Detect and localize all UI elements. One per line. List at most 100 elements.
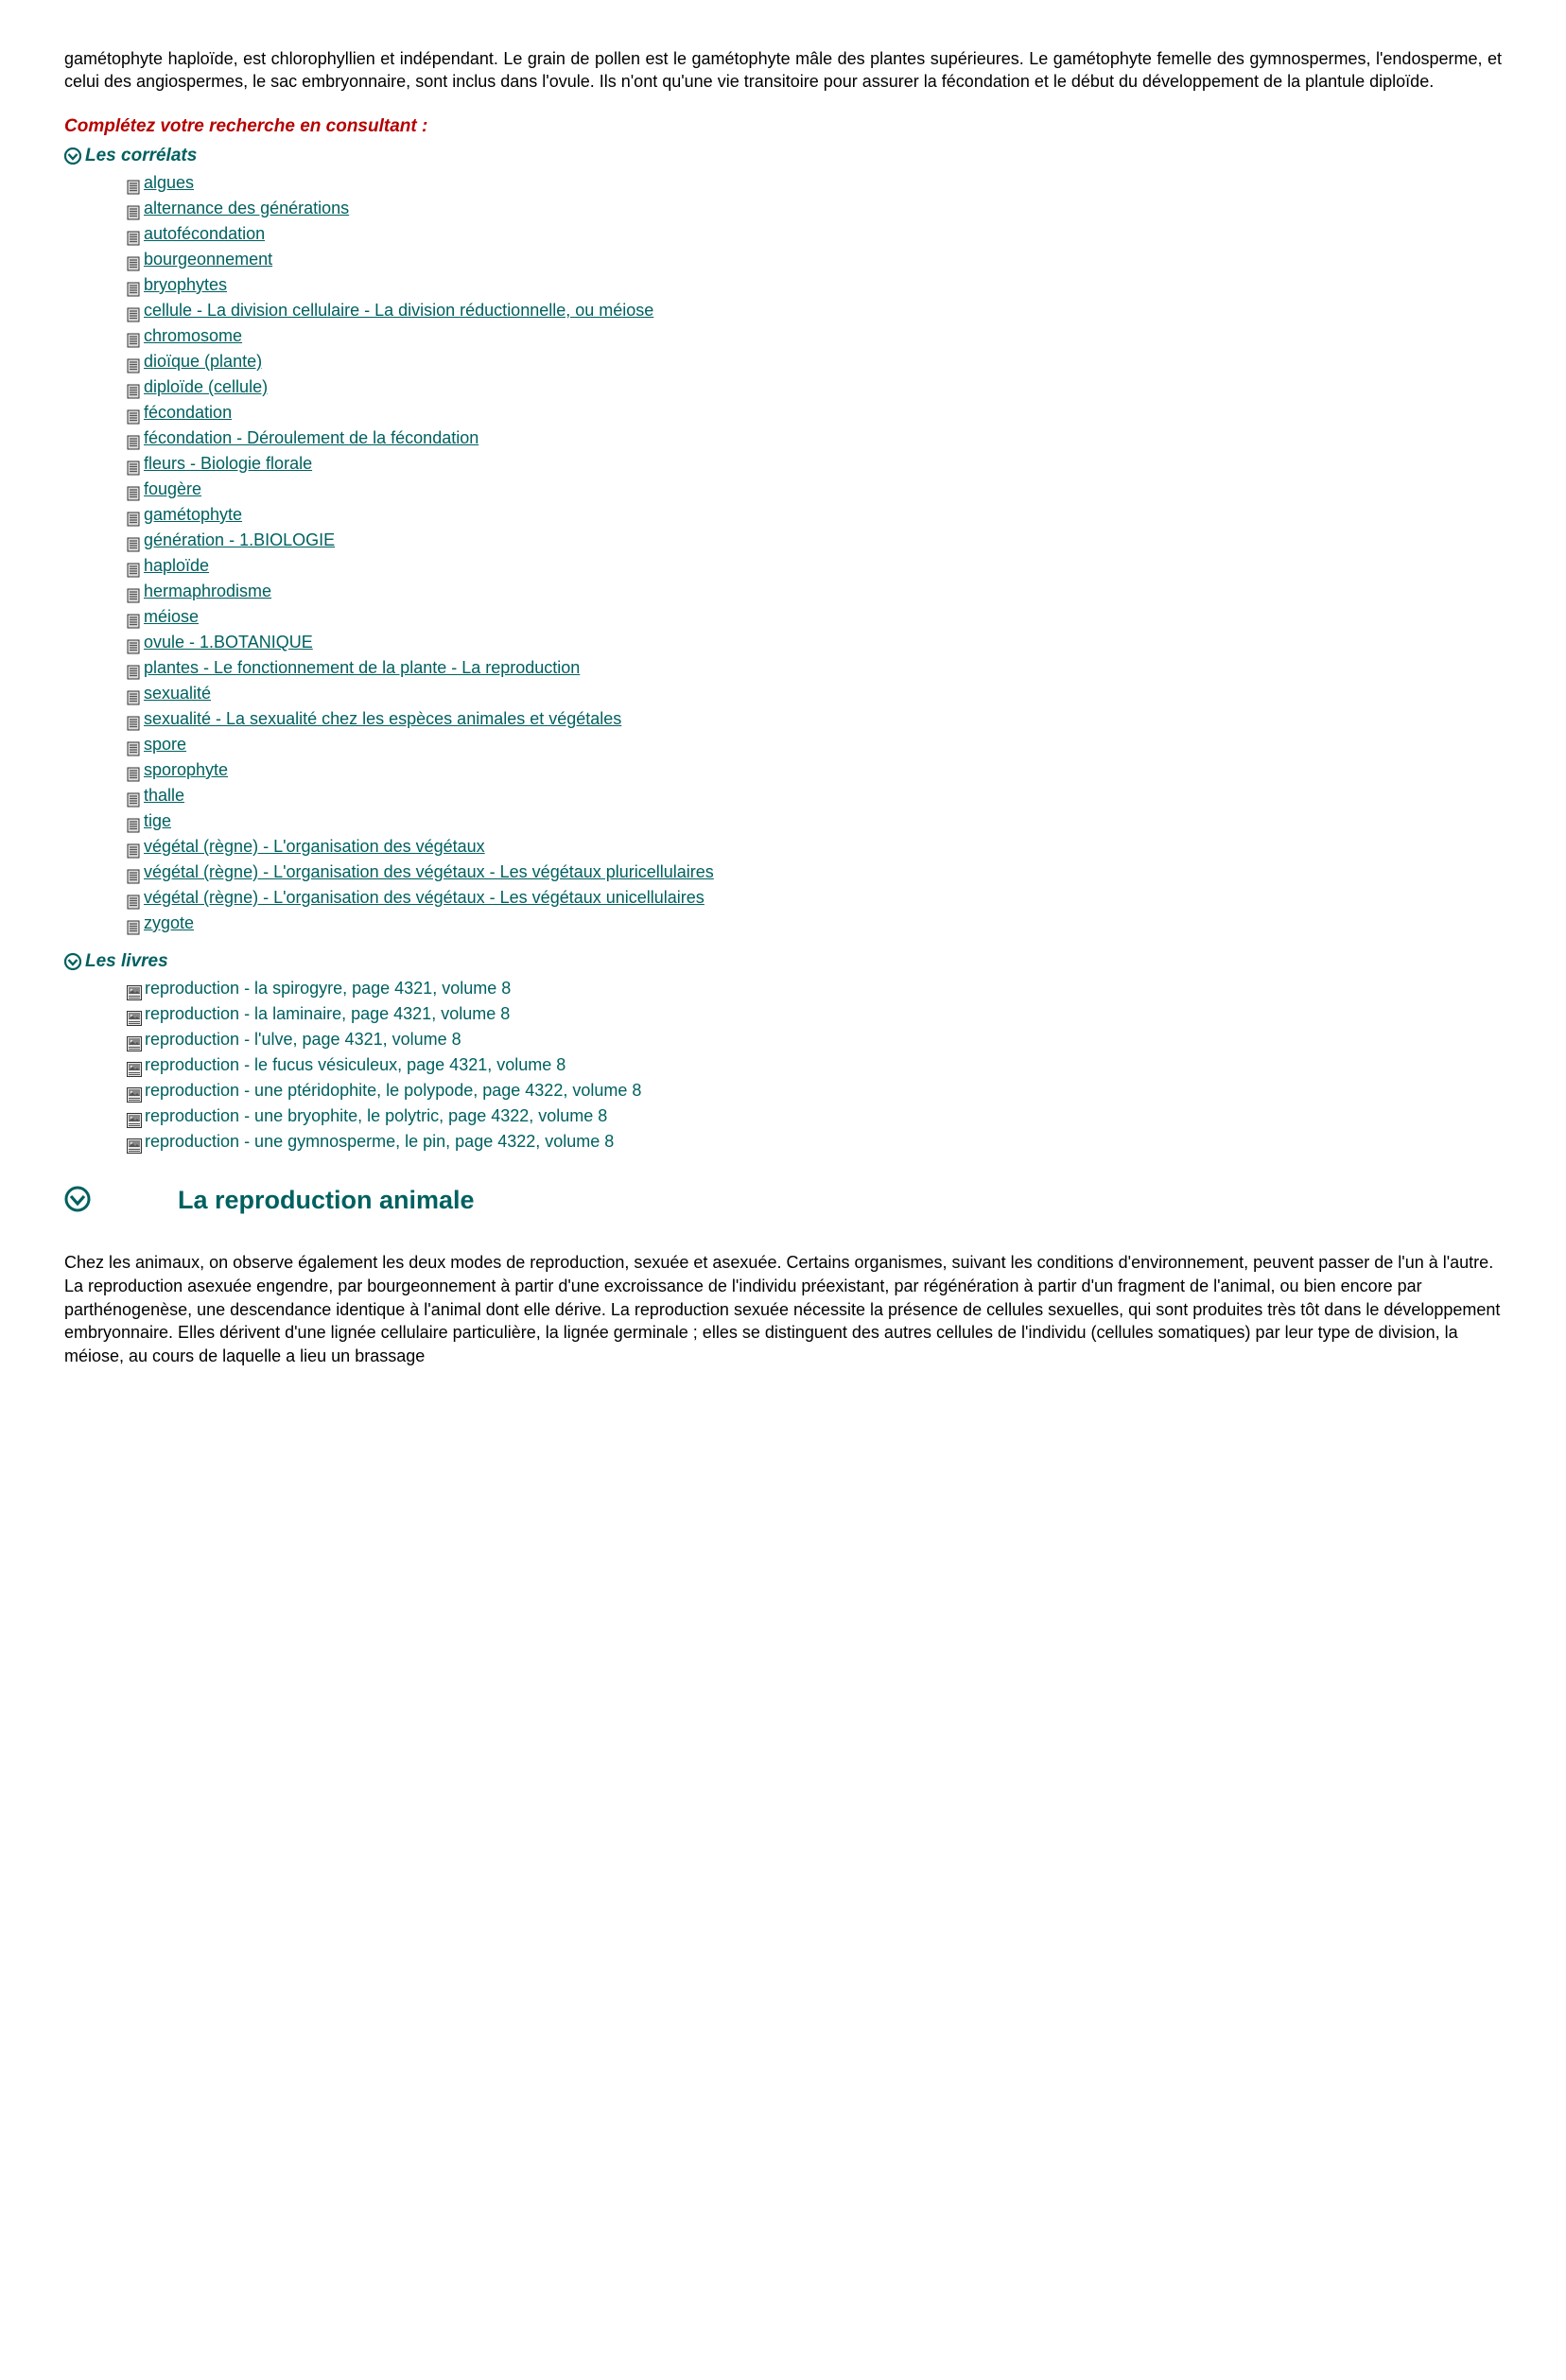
list-item: plantes - Le fonctionnement de la plante… <box>127 655 1502 681</box>
document-icon <box>127 917 141 932</box>
list-item: alternance des générations <box>127 196 1502 221</box>
livre-text: reproduction - la spirogyre, page 4321, … <box>145 976 511 1001</box>
document-icon <box>127 892 141 907</box>
correlat-link[interactable]: sexualité <box>144 681 211 706</box>
list-item: fougère <box>127 477 1502 502</box>
correlat-link[interactable]: diploïde (cellule) <box>144 374 268 400</box>
list-item: thalle <box>127 783 1502 808</box>
document-icon <box>127 407 141 422</box>
list-item: bryophytes <box>127 272 1502 298</box>
correlat-link[interactable]: ovule - 1.BOTANIQUE <box>144 630 313 655</box>
list-item: cellule - La division cellulaire - La di… <box>127 298 1502 323</box>
correlat-link[interactable]: bourgeonnement <box>144 247 272 272</box>
list-item: reproduction - la laminaire, page 4321, … <box>127 1001 1502 1027</box>
list-item: ovule - 1.BOTANIQUE <box>127 630 1502 655</box>
intro-paragraph: gamétophyte haploïde, est chlorophyllien… <box>64 47 1502 94</box>
body-paragraph: Chez les animaux, on observe également l… <box>64 1251 1502 1368</box>
correlat-link[interactable]: plantes - Le fonctionnement de la plante… <box>144 655 580 681</box>
document-icon <box>127 253 141 269</box>
correlat-link[interactable]: fleurs - Biologie florale <box>144 451 312 477</box>
document-icon <box>127 585 141 600</box>
correlat-link[interactable]: haploïde <box>144 553 209 579</box>
chevron-down-icon <box>64 953 81 970</box>
list-item: méiose <box>127 604 1502 630</box>
document-icon <box>127 279 141 294</box>
correlat-link[interactable]: méiose <box>144 604 199 630</box>
correlat-link[interactable]: fécondation - Déroulement de la fécondat… <box>144 426 478 451</box>
list-item: reproduction - une gymnosperme, le pin, … <box>127 1129 1502 1155</box>
livres-header: Les livres <box>64 949 1502 974</box>
image-icon <box>127 1110 142 1125</box>
document-icon <box>127 356 141 371</box>
list-item: sexualité <box>127 681 1502 706</box>
list-item: haploïde <box>127 553 1502 579</box>
chevron-down-icon <box>64 148 81 165</box>
list-item: génération - 1.BIOLOGIE <box>127 528 1502 553</box>
correlats-list: alguesalternance des générationsautoféco… <box>127 170 1502 936</box>
document-icon <box>127 458 141 473</box>
livre-text: reproduction - une bryophite, le polytri… <box>145 1103 607 1129</box>
correlat-link[interactable]: cellule - La division cellulaire - La di… <box>144 298 653 323</box>
list-item: hermaphrodisme <box>127 579 1502 604</box>
document-icon <box>127 662 141 677</box>
document-icon <box>127 202 141 217</box>
document-icon <box>127 687 141 703</box>
document-icon <box>127 738 141 754</box>
list-item: chromosome <box>127 323 1502 349</box>
document-icon <box>127 790 141 805</box>
image-icon <box>127 1008 142 1023</box>
correlat-link[interactable]: autofécondation <box>144 221 265 247</box>
image-icon <box>127 982 142 998</box>
list-item: algues <box>127 170 1502 196</box>
correlats-title: Les corrélats <box>85 144 197 168</box>
document-icon <box>127 560 141 575</box>
livres-title: Les livres <box>85 949 168 974</box>
list-item: sporophyte <box>127 757 1502 783</box>
document-icon <box>127 177 141 192</box>
document-icon <box>127 330 141 345</box>
livres-list: reproduction - la spirogyre, page 4321, … <box>127 976 1502 1155</box>
livre-text: reproduction - une gymnosperme, le pin, … <box>145 1129 614 1155</box>
list-item: reproduction - une ptéridophite, le poly… <box>127 1078 1502 1103</box>
list-item: reproduction - l'ulve, page 4321, volume… <box>127 1027 1502 1052</box>
image-icon <box>127 1034 142 1049</box>
correlat-link[interactable]: algues <box>144 170 194 196</box>
correlat-link[interactable]: végétal (règne) - L'organisation des vég… <box>144 834 485 860</box>
correlat-link[interactable]: alternance des générations <box>144 196 349 221</box>
correlat-link[interactable]: sporophyte <box>144 757 228 783</box>
correlat-link[interactable]: fécondation <box>144 400 232 426</box>
correlat-link[interactable]: sexualité - La sexualité chez les espèce… <box>144 706 621 732</box>
correlat-link[interactable]: végétal (règne) - L'organisation des vég… <box>144 885 705 911</box>
list-item: sexualité - La sexualité chez les espèce… <box>127 706 1502 732</box>
correlat-link[interactable]: thalle <box>144 783 184 808</box>
image-icon <box>127 1085 142 1100</box>
list-item: végétal (règne) - L'organisation des vég… <box>127 885 1502 911</box>
list-item: végétal (règne) - L'organisation des vég… <box>127 834 1502 860</box>
document-icon <box>127 611 141 626</box>
correlat-link[interactable]: génération - 1.BIOLOGIE <box>144 528 335 553</box>
document-icon <box>127 509 141 524</box>
livre-text: reproduction - le fucus vésiculeux, page… <box>145 1052 566 1078</box>
section-heading-row: La reproduction animale <box>64 1183 1502 1217</box>
correlat-link[interactable]: fougère <box>144 477 201 502</box>
correlat-link[interactable]: hermaphrodisme <box>144 579 271 604</box>
correlat-link[interactable]: dioïque (plante) <box>144 349 262 374</box>
document-icon <box>127 381 141 396</box>
list-item: zygote <box>127 911 1502 936</box>
image-icon <box>127 1059 142 1074</box>
correlat-link[interactable]: végétal (règne) - L'organisation des vég… <box>144 860 714 885</box>
document-icon <box>127 304 141 320</box>
list-item: autofécondation <box>127 221 1502 247</box>
list-item: diploïde (cellule) <box>127 374 1502 400</box>
correlat-link[interactable]: chromosome <box>144 323 242 349</box>
correlat-link[interactable]: tige <box>144 808 171 834</box>
document-icon <box>127 764 141 779</box>
correlat-link[interactable]: gamétophyte <box>144 502 242 528</box>
correlat-link[interactable]: zygote <box>144 911 194 936</box>
correlat-link[interactable]: spore <box>144 732 186 757</box>
image-icon <box>127 1136 142 1151</box>
section-heading: La reproduction animale <box>178 1183 475 1217</box>
correlat-link[interactable]: bryophytes <box>144 272 227 298</box>
document-icon <box>127 432 141 447</box>
list-item: reproduction - le fucus vésiculeux, page… <box>127 1052 1502 1078</box>
